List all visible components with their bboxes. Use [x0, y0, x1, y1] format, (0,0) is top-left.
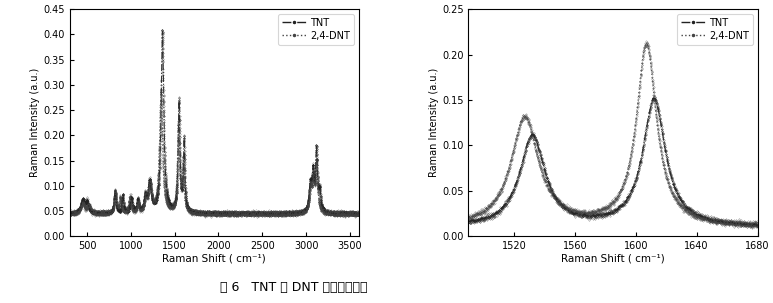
Text: 图 6   TNT 和 DNT 的拉曼光谱图: 图 6 TNT 和 DNT 的拉曼光谱图: [220, 281, 367, 294]
X-axis label: Raman Shift ( cm⁻¹): Raman Shift ( cm⁻¹): [162, 254, 266, 264]
Legend: TNT, 2,4-DNT: TNT, 2,4-DNT: [278, 14, 354, 45]
Legend: TNT, 2,4-DNT: TNT, 2,4-DNT: [677, 14, 753, 45]
Y-axis label: Raman Intensity (a.u.): Raman Intensity (a.u.): [429, 68, 439, 177]
Y-axis label: Raman Intensity (a.u.): Raman Intensity (a.u.): [30, 68, 40, 177]
X-axis label: Raman Shift ( cm⁻¹): Raman Shift ( cm⁻¹): [561, 254, 665, 264]
